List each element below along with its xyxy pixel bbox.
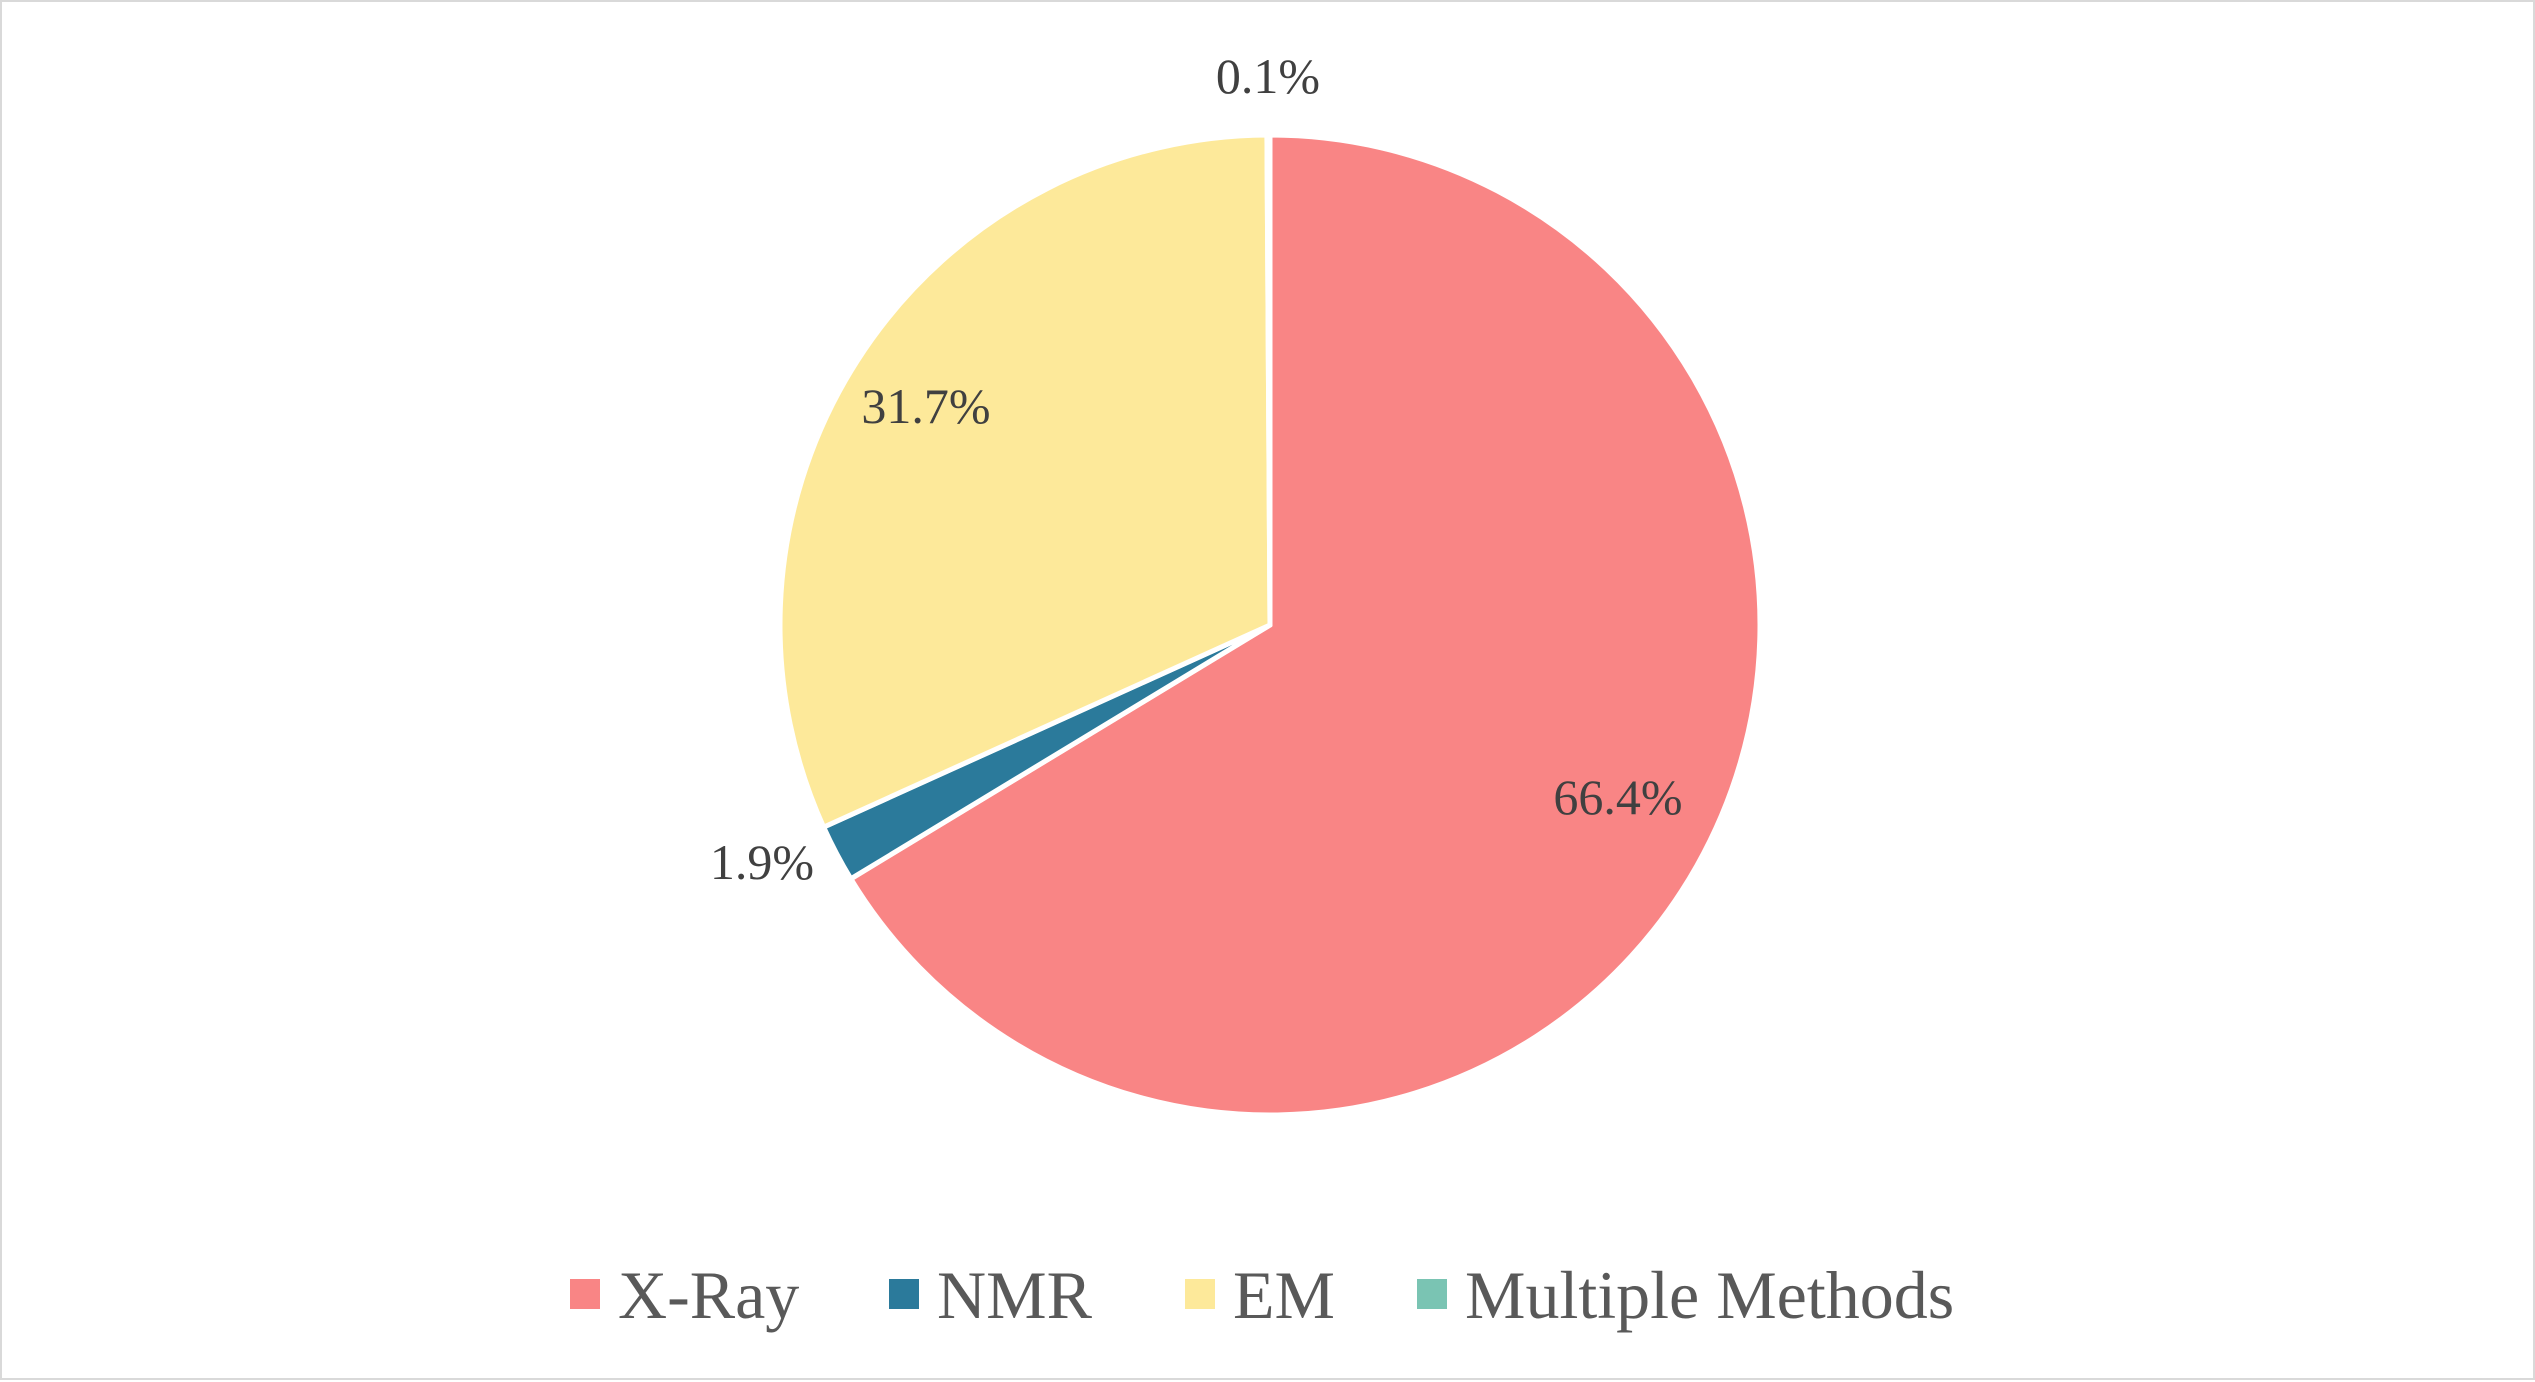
data-label-nmr: 1.9% bbox=[710, 834, 814, 890]
legend: X-Ray NMR EM Multiple Methods bbox=[570, 1257, 1954, 1333]
legend-label-nmr: NMR bbox=[937, 1257, 1093, 1333]
legend-swatch-nmr bbox=[889, 1279, 919, 1309]
pie-slice-x-ray bbox=[848, 132, 1763, 1118]
pie-data-labels: 66.4% 1.9% 31.7% 0.1% bbox=[710, 48, 1683, 890]
pie-slice-em bbox=[777, 132, 1273, 830]
legend-label-em: EM bbox=[1233, 1257, 1335, 1333]
data-label-em: 31.7% bbox=[861, 378, 990, 434]
legend-swatch-em bbox=[1185, 1279, 1215, 1309]
pie-slice-multiple-methods bbox=[1264, 132, 1273, 628]
pie-slices bbox=[777, 132, 1763, 1118]
data-label-x-ray: 66.4% bbox=[1553, 769, 1682, 825]
legend-label-multiple-methods: Multiple Methods bbox=[1465, 1257, 1954, 1333]
legend-label-x-ray: X-Ray bbox=[618, 1257, 799, 1333]
data-label-multiple-methods: 0.1% bbox=[1216, 48, 1320, 104]
legend-swatch-multiple-methods bbox=[1417, 1279, 1447, 1309]
legend-swatch-x-ray bbox=[570, 1279, 600, 1309]
